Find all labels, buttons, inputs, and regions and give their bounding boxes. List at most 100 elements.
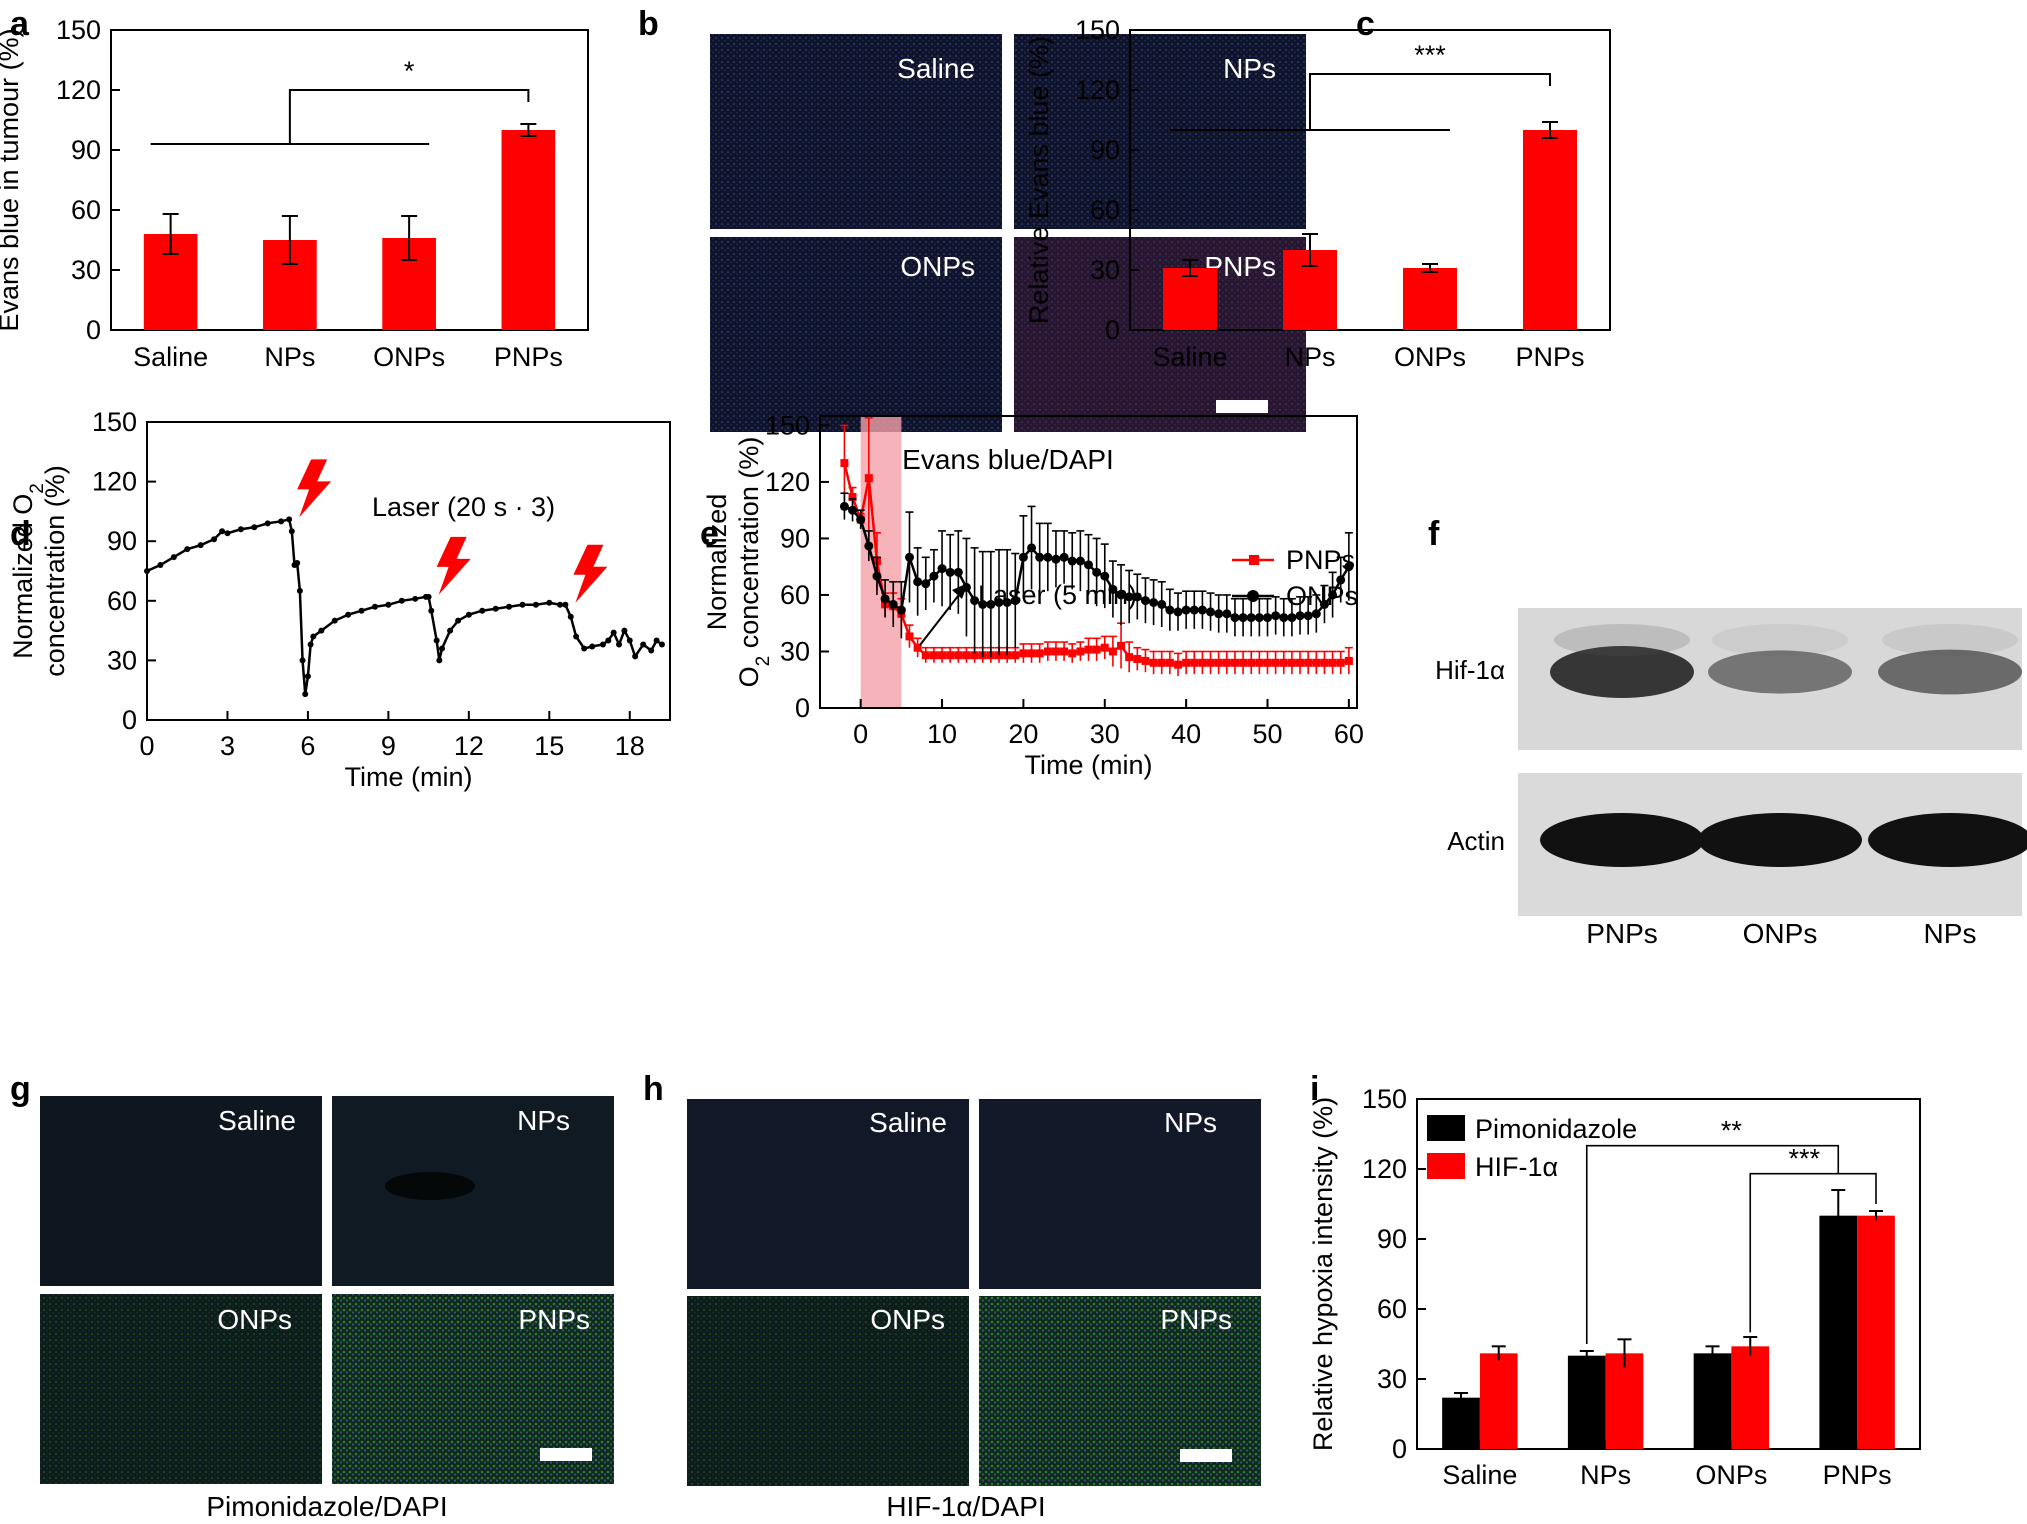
data-point <box>557 601 564 608</box>
data-point <box>1149 658 1158 667</box>
data-point <box>1067 556 1077 566</box>
data-point <box>197 542 204 549</box>
panel-letter-f: f <box>1428 515 1440 553</box>
data-point <box>953 567 963 577</box>
data-point <box>1157 658 1166 667</box>
data-point <box>1124 592 1134 602</box>
panel-letter-i: i <box>1310 1070 1319 1108</box>
y-tick-label: 90 <box>107 526 137 556</box>
data-point <box>905 552 914 562</box>
data-point <box>970 651 979 660</box>
data-point <box>1271 611 1281 621</box>
data-point <box>302 691 309 698</box>
data-point <box>653 637 660 644</box>
laser-bolt-icon <box>297 459 332 518</box>
scale-bar <box>1180 1449 1232 1462</box>
data-point <box>506 603 513 610</box>
data-point <box>954 651 963 660</box>
data-point <box>864 541 874 551</box>
annotation: Laser (5 min) <box>978 580 1137 610</box>
significance-marker: ** <box>1721 1116 1743 1146</box>
y-tick-label: 30 <box>780 636 810 666</box>
data-point <box>1018 552 1028 562</box>
data-point <box>307 641 314 648</box>
blot-band-actin <box>1698 813 1862 867</box>
laser-bolt-icon <box>436 536 471 595</box>
blot-lane-label: NPs <box>1924 918 1977 949</box>
micrograph-grid-h: Saline NPs ONPs PNPs HIF-1α/DAPI <box>687 1099 1261 1522</box>
data-point <box>519 601 526 608</box>
data-point <box>492 605 499 612</box>
significance-bracket <box>1585 1144 1840 1344</box>
data-point <box>921 579 931 589</box>
data-point <box>412 595 419 602</box>
y-axis-label: Evans blue in tumour (%) <box>0 28 24 331</box>
data-point <box>1319 599 1329 609</box>
y-tick-label: 60 <box>1090 195 1120 225</box>
blot-lane-label: PNPs <box>1586 918 1658 949</box>
data-point <box>1165 658 1174 667</box>
blot-band-hif <box>1878 649 2022 695</box>
y-tick-label: 30 <box>107 645 137 675</box>
data-point <box>237 526 244 533</box>
panel-letter-d: d <box>10 515 31 553</box>
data-point <box>1117 641 1126 650</box>
data-point <box>439 645 446 652</box>
chart-i: 0 30 60 90 120 150 Relative hypoxia intensity … <box>1308 1084 1921 1490</box>
data-point <box>994 598 1004 608</box>
plot-frame <box>819 415 1358 709</box>
micrograph-caption: HIF-1α/DAPI <box>886 1491 1045 1522</box>
y-tick-label: 90 <box>71 135 101 165</box>
micrograph-label: PNPs <box>1160 1304 1232 1335</box>
data-point <box>1092 645 1101 654</box>
data-point <box>573 633 580 640</box>
data-point <box>1140 596 1150 606</box>
data-point <box>1133 655 1142 664</box>
data-point <box>872 571 882 581</box>
data-point <box>425 593 432 600</box>
data-point <box>978 599 988 609</box>
bar <box>1605 1353 1644 1449</box>
data-point <box>310 633 317 640</box>
y-tick-label: 0 <box>1392 1434 1407 1464</box>
data-point <box>433 637 440 644</box>
bar <box>1163 268 1217 330</box>
data-point <box>962 651 971 660</box>
blot-band-hif <box>1708 650 1852 694</box>
data-point <box>1174 660 1182 669</box>
annotation-arrow <box>919 586 966 646</box>
data-point <box>1125 653 1134 662</box>
y-tick-label: 30 <box>1090 255 1120 285</box>
significance-marker: *** <box>1414 40 1446 70</box>
plot-frame <box>110 29 589 331</box>
data-point <box>184 546 191 553</box>
data-point <box>905 632 914 641</box>
data-point <box>581 645 588 652</box>
x-tick-label: ONPs <box>1394 342 1466 372</box>
data-point <box>626 637 633 644</box>
data-point <box>1320 658 1329 667</box>
data-point <box>1214 609 1224 619</box>
x-tick-label: ONPs <box>1695 1460 1767 1490</box>
data-point <box>1027 543 1037 553</box>
data-point <box>436 657 443 664</box>
x-tick-label: 15 <box>534 731 564 761</box>
chart-c: 0 30 60 90 120 150 Relative Evans blue (%) Sali… <box>1024 15 1611 372</box>
x-tick-label: 30 <box>1090 719 1120 749</box>
data-point <box>1035 649 1044 658</box>
data-point <box>1019 649 1028 658</box>
data-point <box>1255 658 1264 667</box>
significance-marker: * <box>404 56 415 86</box>
y-axis-label: Relative Evans blue (%) <box>1024 36 1054 324</box>
bar <box>1731 1346 1770 1449</box>
data-point <box>848 493 857 502</box>
data-point <box>1336 658 1345 667</box>
y-tick-label: 150 <box>56 15 101 45</box>
laser-bolt-icon <box>573 544 608 603</box>
data-point <box>455 617 462 624</box>
plot-frame <box>1129 29 1611 331</box>
data-point <box>318 627 325 634</box>
data-point <box>211 536 218 543</box>
data-point <box>1182 658 1191 667</box>
bar <box>1403 268 1457 330</box>
